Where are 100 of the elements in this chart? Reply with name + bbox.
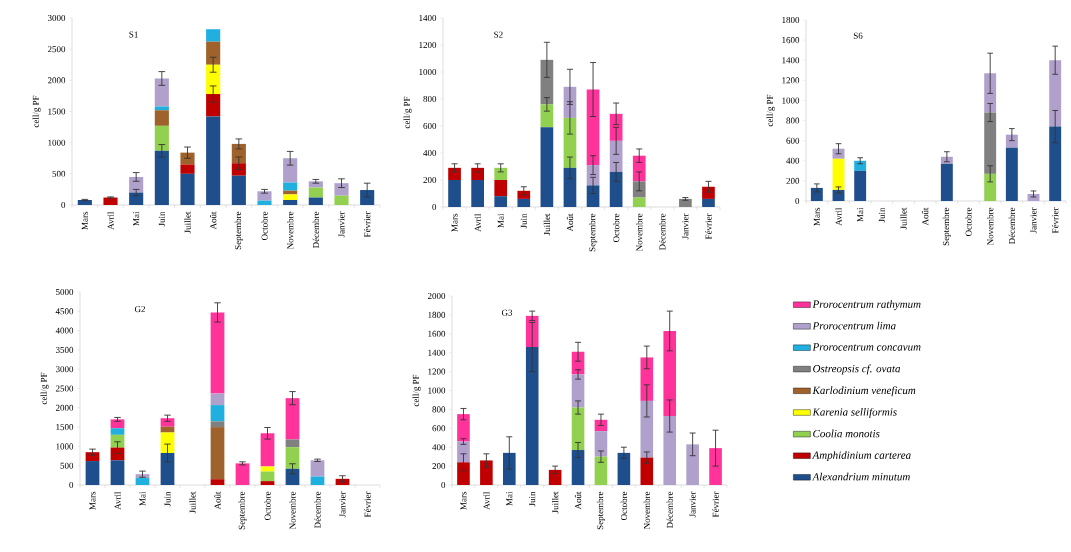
- y-tick-label: 4500: [55, 308, 74, 315]
- y-axis-title: cell/g PF: [766, 94, 775, 127]
- y-tick-label: 600: [432, 425, 446, 432]
- y-tick-label: 3000: [55, 366, 74, 373]
- legend-label: Prorocentrum concavum: [812, 343, 921, 351]
- x-tick-label: Juin: [158, 211, 165, 227]
- bar: [702, 198, 715, 207]
- bar: [586, 185, 600, 207]
- bar: [285, 468, 300, 485]
- x-tick-label: Mai: [497, 213, 504, 228]
- legend-label: Coolia monotis: [813, 429, 880, 438]
- x-tick-label: Avril: [107, 211, 114, 230]
- bar: [310, 460, 325, 477]
- bar: [180, 173, 195, 205]
- bar: [640, 400, 654, 458]
- bar: [984, 73, 997, 113]
- bar: [283, 182, 298, 191]
- bar: [1049, 60, 1062, 127]
- bar: [283, 194, 298, 201]
- bar: [503, 452, 516, 485]
- y-tick-label: 400: [423, 149, 437, 157]
- bar: [640, 357, 654, 401]
- x-tick-label: Mars: [813, 207, 820, 226]
- x-tick-label: Novembre: [636, 213, 643, 252]
- bar: [632, 197, 646, 207]
- bar: [285, 439, 300, 448]
- x-tick-label: Juin: [164, 491, 171, 507]
- bar: [984, 173, 997, 201]
- x-tick-label: Avril: [483, 491, 490, 510]
- bar: [260, 471, 275, 482]
- legend-label: Prorocentrum lima: [812, 321, 896, 330]
- bar: [334, 195, 349, 205]
- x-tick-label: Janvier: [338, 211, 345, 238]
- bar: [110, 460, 125, 485]
- bar: [260, 433, 275, 467]
- bar: [617, 452, 631, 485]
- bar: [154, 125, 169, 151]
- bar: [231, 175, 246, 205]
- y-tick-label: 1800: [782, 16, 800, 24]
- x-tick-label: Octobre: [620, 491, 628, 521]
- legend-label: Alexandrium minutum: [811, 472, 910, 481]
- bar: [135, 478, 150, 485]
- x-tick-label: Décembre: [1008, 207, 1016, 245]
- y-tick-label: 600: [423, 122, 437, 130]
- bar: [180, 152, 195, 165]
- y-tick-label: 1000: [782, 97, 800, 104]
- bar: [686, 444, 699, 485]
- x-tick-label: Juillet: [189, 491, 196, 514]
- y-tick-label: 1200: [782, 77, 800, 84]
- x-tick-label: Janvier: [1030, 207, 1037, 234]
- y-tick-label: 600: [786, 137, 800, 144]
- y-tick-label: 0: [69, 481, 74, 489]
- bar: [283, 158, 298, 183]
- y-tick-label: 0: [432, 203, 437, 211]
- text: G3: [501, 309, 513, 316]
- y-axis-title: cell/g PF: [403, 96, 412, 129]
- y-tick-label: 1400: [419, 14, 437, 22]
- y-tick-label: 3500: [55, 346, 74, 353]
- x-tick-label: Novembre: [287, 211, 294, 250]
- y-tick-label: 1400: [782, 57, 800, 64]
- x-tick-label: Juillet: [900, 207, 907, 230]
- bar: [1005, 147, 1018, 201]
- x-tick-label: Septembre: [942, 207, 951, 246]
- bar: [632, 155, 646, 182]
- x-tick-label: Août: [210, 211, 217, 230]
- bar: [206, 94, 221, 117]
- x-tick-label: Octobre: [264, 491, 271, 521]
- y-axis-title: cell/g PF: [40, 372, 49, 405]
- bar: [548, 469, 562, 485]
- legend-label: Ostreopsis cf. ovata: [813, 364, 901, 375]
- bar: [206, 116, 221, 205]
- x-tick-label: Janvier: [689, 491, 696, 518]
- x-tick-label: Mai: [857, 207, 864, 222]
- x-tick-label: Octobre: [261, 211, 268, 241]
- bar: [480, 460, 493, 485]
- x-tick-label: Janvier: [339, 491, 346, 518]
- x-tick-label: Décembre: [659, 213, 666, 251]
- bar: [308, 181, 323, 188]
- x-tick-label: Juin: [529, 491, 536, 507]
- bar: [160, 452, 175, 485]
- y-tick-label: 400: [432, 444, 446, 451]
- bar: [308, 187, 323, 198]
- bar: [285, 398, 300, 440]
- x-tick-label: Avril: [835, 207, 842, 226]
- bar: [517, 190, 531, 199]
- x-tick-label: Mai: [133, 211, 140, 226]
- x-tick-label: Juin: [878, 207, 885, 223]
- y-tick-label: 1600: [428, 330, 446, 337]
- x-tick-label: Juillet: [184, 211, 191, 234]
- bar: [308, 197, 323, 205]
- bar: [540, 127, 554, 207]
- x-tick-label: Août: [574, 491, 582, 510]
- bar: [231, 163, 246, 176]
- bar: [448, 180, 461, 207]
- x-tick-label: Novembre: [987, 207, 994, 246]
- x-tick-label: Octobre: [612, 213, 620, 243]
- bar: [679, 198, 692, 207]
- x-tick-label: Mars: [89, 491, 96, 510]
- bar: [206, 41, 221, 65]
- y-tick-label: 2500: [47, 46, 66, 53]
